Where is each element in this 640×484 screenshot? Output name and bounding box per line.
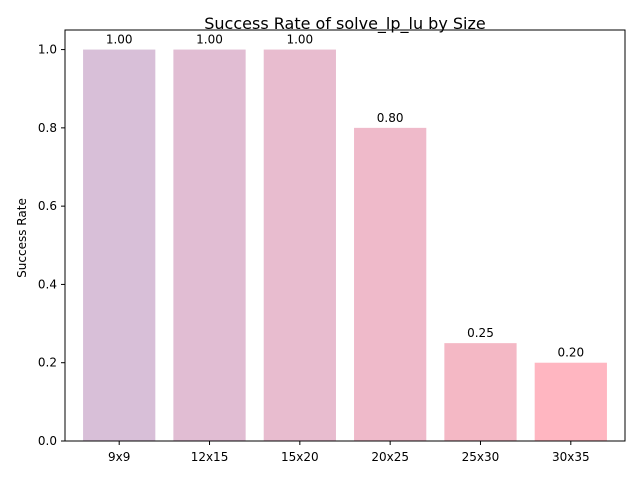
y-tick-label-1.0: 1.0 [38,43,57,57]
x-tick-label-25x30: 25x30 [462,450,500,464]
x-tick-label-9x9: 9x9 [108,450,130,464]
value-label-30x35: 0.20 [557,346,584,360]
bar-12x15 [173,49,246,441]
bars-layer [83,49,607,441]
y-tick-label-0.2: 0.2 [38,356,57,370]
y-tick-label-0.0: 0.0 [38,434,57,448]
chart-title: Success Rate of solve_lp_lu by Size [204,14,485,34]
bar-30x35 [534,362,607,441]
value-label-25x30: 0.25 [467,326,494,340]
y-tick-label-0.4: 0.4 [38,277,57,291]
bar-9x9 [83,49,156,441]
y-axis: 0.0 0.2 0.4 0.6 0.8 1.0 [38,43,65,448]
x-tick-label-20x25: 20x25 [371,450,409,464]
y-tick-label-0.8: 0.8 [38,121,57,135]
bar-25x30 [444,343,517,441]
x-axis: 9x9 12x15 15x20 20x25 25x30 30x35 [108,441,590,464]
value-label-20x25: 0.80 [377,111,404,125]
x-tick-label-15x20: 15x20 [281,450,319,464]
bar-20x25 [354,127,427,441]
x-tick-label-12x15: 12x15 [191,450,229,464]
plot-frame [64,29,626,442]
y-tick-label-0.6: 0.6 [38,199,57,213]
y-axis-label: Success Rate [15,198,29,278]
value-labels-layer: 1.00 1.00 1.00 0.80 0.25 0.20 [106,33,584,360]
value-label-12x15: 1.00 [196,33,223,47]
value-label-9x9: 1.00 [106,33,133,47]
bar-15x20 [263,49,336,441]
x-tick-label-30x35: 30x35 [552,450,590,464]
value-label-15x20: 1.00 [286,33,313,47]
